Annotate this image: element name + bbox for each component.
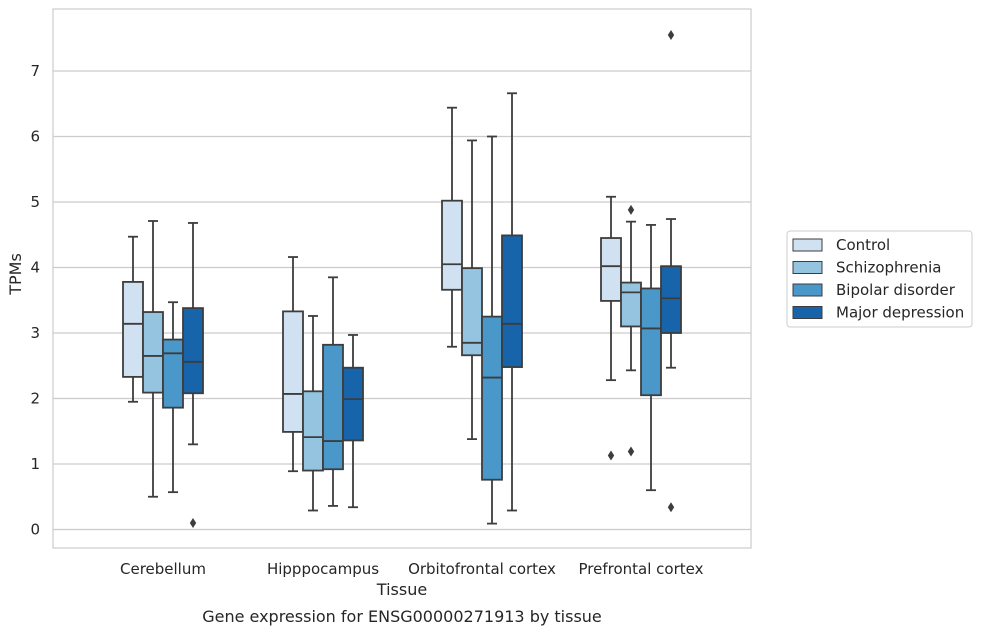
outlier-point xyxy=(627,204,635,215)
box xyxy=(122,235,144,403)
y-tick-label: 7 xyxy=(30,62,40,80)
legend-label: Major depression xyxy=(836,304,964,322)
box-iqr xyxy=(322,343,344,471)
series-bipolar-disorder xyxy=(162,135,662,525)
outlier-point xyxy=(189,517,197,528)
box xyxy=(660,29,682,513)
series-major-depression xyxy=(182,29,682,528)
x-axis-title: Tissue xyxy=(376,580,427,599)
box xyxy=(461,139,483,441)
box-iqr xyxy=(182,307,204,395)
box-iqr xyxy=(441,199,463,291)
box xyxy=(640,224,662,492)
box-iqr xyxy=(142,311,164,394)
y-tick-label: 3 xyxy=(30,324,40,342)
legend-swatch xyxy=(792,306,823,319)
box xyxy=(441,106,463,348)
box-iqr xyxy=(600,237,622,302)
legend-label: Schizophrenia xyxy=(836,259,941,277)
x-tick-label: Prefrontal cortex xyxy=(579,560,704,578)
box xyxy=(282,256,304,473)
box-iqr xyxy=(660,265,682,334)
series-control xyxy=(122,106,622,473)
box-iqr xyxy=(640,287,662,397)
box-iqr xyxy=(342,366,364,442)
y-tick-label: 1 xyxy=(30,455,40,473)
x-tick-label: Cerebellum xyxy=(120,560,206,578)
box-iqr xyxy=(620,281,642,328)
legend-label: Control xyxy=(836,236,890,254)
box xyxy=(620,204,642,457)
box-iqr xyxy=(481,315,503,481)
box-groups xyxy=(122,29,682,528)
box xyxy=(501,92,523,512)
y-tick-label: 2 xyxy=(30,390,40,408)
box xyxy=(302,315,324,512)
box-iqr xyxy=(501,234,523,368)
legend-swatch xyxy=(792,261,823,274)
box-iqr xyxy=(282,310,304,433)
plot-area-frame xyxy=(52,8,752,549)
y-tick-label: 6 xyxy=(30,128,40,146)
legend-label: Bipolar disorder xyxy=(836,281,956,299)
box-iqr xyxy=(162,338,184,409)
legend-frame xyxy=(786,230,973,328)
x-tick-label: Orbitofrontal cortex xyxy=(408,560,556,578)
box xyxy=(342,334,364,509)
y-tick-label: 5 xyxy=(30,193,40,211)
y-tick-label: 0 xyxy=(30,521,40,539)
series-schizophrenia xyxy=(142,139,642,512)
box xyxy=(600,195,622,461)
y-axis-ticks: 0 1 2 3 4 5 6 7 xyxy=(30,62,40,539)
box xyxy=(322,276,344,507)
box-iqr xyxy=(302,390,324,472)
y-axis-title: TPMs xyxy=(6,253,25,296)
box xyxy=(182,222,204,528)
outlier-point xyxy=(667,29,675,40)
legend: Control Schizophrenia Bipolar disorder Majo… xyxy=(786,230,973,328)
x-tick-label: Hipppocampus xyxy=(267,560,379,578)
y-tick-label: 4 xyxy=(30,259,40,277)
box xyxy=(142,220,164,498)
box xyxy=(481,135,503,525)
x-axis-ticks: Cerebellum Hipppocampus Orbitofrontal cort… xyxy=(120,560,704,578)
legend-swatch xyxy=(792,283,823,297)
outlier-point xyxy=(607,450,615,461)
chart-caption: Gene expression for ENSG00000271913 by t… xyxy=(202,607,602,626)
legend-swatch xyxy=(792,238,823,252)
outlier-point xyxy=(627,446,635,457)
box-iqr xyxy=(461,267,483,357)
box-iqr xyxy=(122,281,144,378)
outlier-point xyxy=(667,502,675,513)
